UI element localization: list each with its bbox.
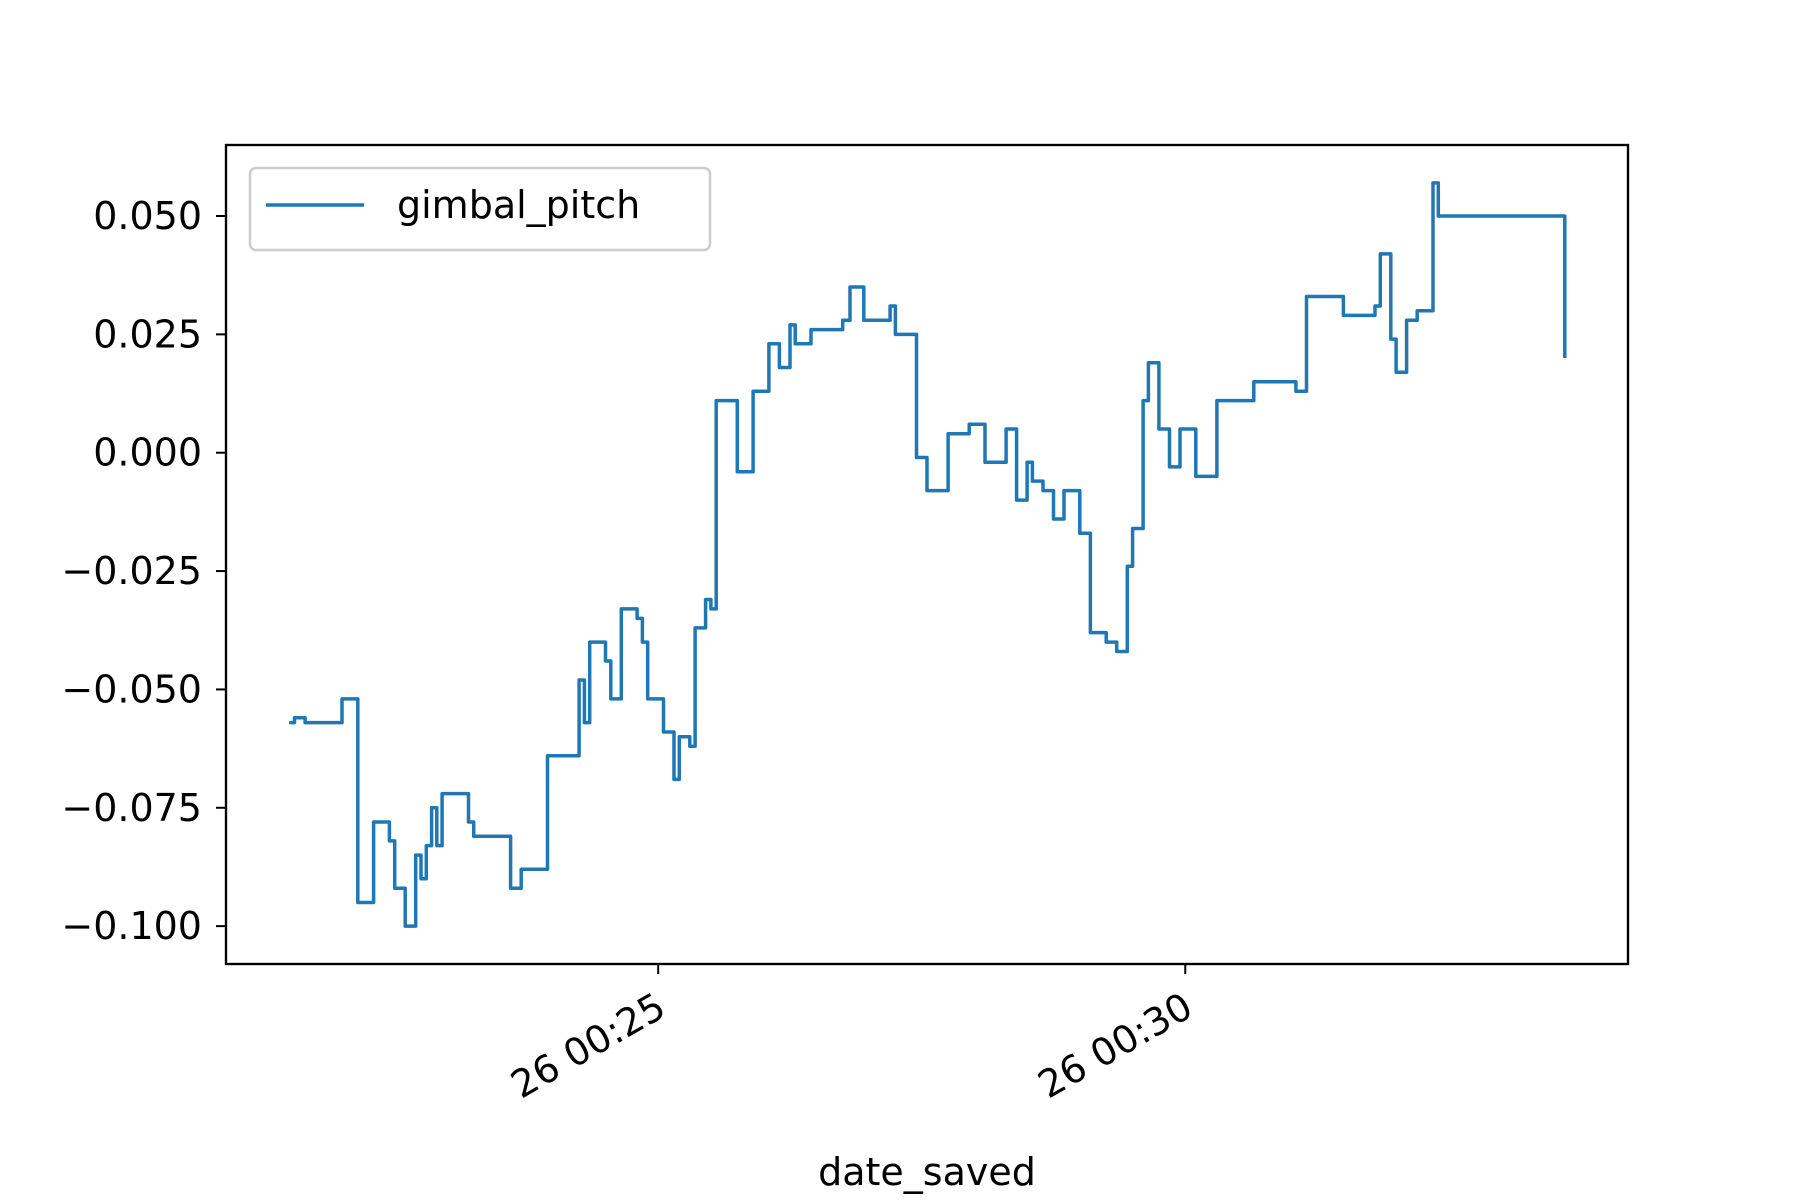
x-axis-label: date_saved — [818, 1150, 1036, 1194]
plot-area — [224, 143, 1630, 966]
y-tick-label: −0.050 — [61, 667, 202, 711]
y-tick-label: −0.025 — [61, 549, 202, 593]
legend: gimbal_pitch — [248, 166, 712, 252]
y-tick-label: 0.050 — [93, 194, 202, 238]
series-layer — [289, 181, 1567, 928]
axes-frame — [224, 143, 1630, 966]
series-line-gimbal-pitch — [289, 181, 1567, 928]
y-tick-label: 0.025 — [93, 312, 202, 356]
y-tick-label: 0.000 — [93, 431, 202, 475]
y-tick-label: −0.075 — [61, 786, 202, 830]
legend-box — [248, 166, 712, 252]
y-tick-label: −0.100 — [61, 904, 202, 948]
legend-label-gimbal-pitch: gimbal_pitch — [397, 183, 640, 227]
y-axis: 0.050 0.025 0.000 −0.025 −0.050 −0.075 −0.100 — [61, 194, 226, 948]
axes-frame-border — [224, 143, 1630, 966]
